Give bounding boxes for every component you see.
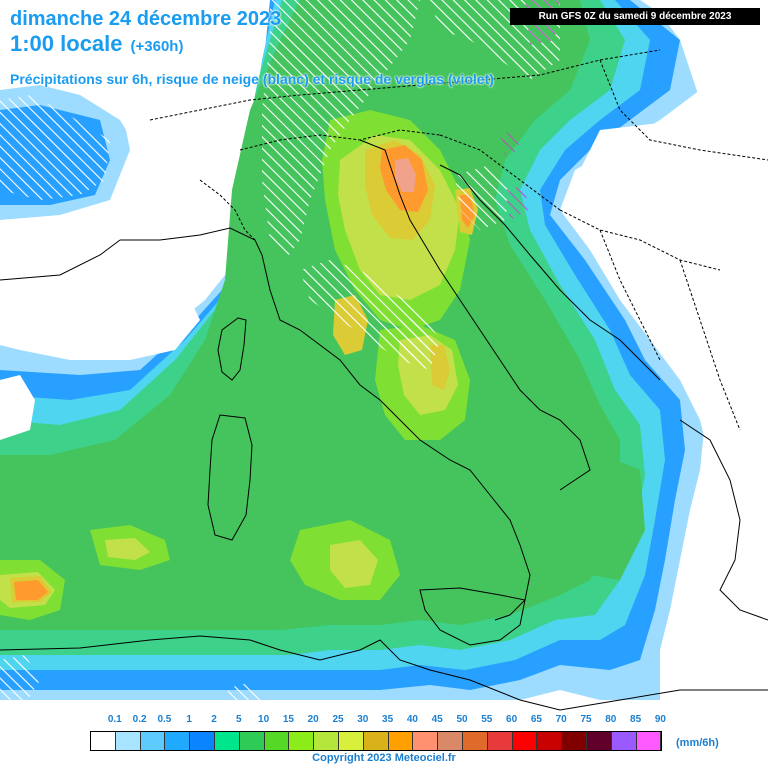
legend-tick-label: 90	[654, 714, 666, 725]
legend-swatch	[115, 732, 141, 750]
border-north	[149, 49, 661, 121]
snow-hatch-central	[395, 318, 432, 360]
dry-zone-sw-blob	[0, 375, 35, 440]
copyright-notice: Copyright 2023 Meteociel.fr	[312, 752, 456, 764]
ice-hatch-balkans	[505, 185, 528, 220]
legend-swatch	[512, 732, 538, 750]
dry-zone-ne	[650, 0, 768, 110]
legend-tick-label: 25	[332, 714, 344, 725]
legend-tick-label: 15	[282, 714, 294, 725]
precip-zone-green-east	[585, 450, 645, 580]
legend-swatch	[338, 732, 364, 750]
map-subtitle: Précipitations sur 6h, risque de neige (…	[10, 71, 494, 87]
italy-west-coast	[120, 227, 531, 621]
model-run-banner: Run GFS 0Z du samedi 9 décembre 2023	[510, 8, 760, 25]
border-ne	[599, 59, 768, 161]
precip-zone-salmon-core	[395, 158, 416, 192]
legend-tick-label: 85	[630, 714, 642, 725]
legend-swatch	[314, 732, 339, 750]
sardinia	[207, 414, 253, 541]
coastlines-and-borders	[0, 49, 768, 711]
legend-tick-label: 60	[506, 714, 518, 725]
legend-tick-label: 45	[431, 714, 443, 725]
border-balkans-2	[559, 209, 721, 271]
precip-zone-green	[0, 0, 620, 630]
greece-coast	[679, 419, 768, 621]
border-balkans-4	[679, 259, 741, 431]
legend-tick-label: 0.5	[157, 714, 172, 725]
legend-swatch	[586, 732, 612, 750]
legend-tick-label: 0.1	[107, 714, 122, 725]
corsica	[217, 317, 247, 381]
legend-tick-label: 30	[357, 714, 369, 725]
legend-tick-label: 20	[307, 714, 319, 725]
legend-tick-label: 35	[382, 714, 394, 725]
legend-swatch	[438, 732, 463, 750]
italy-east-coast	[359, 139, 591, 491]
legend-swatch	[91, 732, 116, 750]
legend-swatch	[462, 732, 488, 750]
legend-swatch	[611, 732, 637, 750]
legend-unit: (mm/6h)	[676, 737, 719, 749]
snow-hatch-alps	[262, 0, 420, 260]
forecast-date: dimanche 24 décembre 2023	[10, 8, 282, 30]
legend-tick-label: 2	[211, 714, 217, 725]
snow-hatch-west	[0, 95, 110, 200]
legend-swatch	[239, 732, 265, 750]
sicily	[419, 587, 526, 646]
legend-tick-label: 10	[258, 714, 270, 725]
legend-swatch	[363, 732, 389, 750]
legend-tick-label: 70	[555, 714, 567, 725]
forecast-lead-time: (+360h)	[130, 38, 184, 55]
border-balkans-1	[439, 134, 561, 211]
border-alps	[239, 129, 441, 151]
legend-tick-label: 80	[605, 714, 617, 725]
legend-swatch	[264, 732, 290, 750]
ice-hatch-n	[500, 130, 520, 155]
legend-swatch	[537, 732, 563, 750]
dry-zone-nw	[0, 0, 262, 170]
dry-zone-se	[660, 620, 768, 700]
snow-hatch-sw	[0, 655, 40, 705]
precip-zone-yellow-green-3	[330, 540, 378, 588]
legend-tick-label: 50	[456, 714, 468, 725]
legend-swatch	[289, 732, 315, 750]
legend-tick-label: 55	[481, 714, 493, 725]
legend-swatch	[165, 732, 191, 750]
legend-swatch	[413, 732, 439, 750]
border-balkans-3	[599, 229, 661, 361]
legend-swatch	[636, 732, 662, 750]
legend-swatch	[140, 732, 166, 750]
forecast-time-label: 1:00 locale	[10, 31, 123, 56]
legend-swatch	[190, 732, 215, 750]
snow-hatch-s	[228, 682, 262, 712]
forecast-time: 1:00 locale (+360h)	[10, 31, 183, 57]
legend-tick-label: 0.2	[132, 714, 147, 725]
legend-colorbar	[90, 731, 663, 751]
legend-swatch	[214, 732, 240, 750]
precip-zone-yellow-3	[430, 345, 450, 390]
legend-tick-label: 40	[406, 714, 418, 725]
dry-zone-west	[0, 235, 200, 360]
legend-tick-label: 75	[580, 714, 592, 725]
legend-swatch	[562, 732, 587, 750]
legend-swatch	[487, 732, 513, 750]
legend-tick-label: 1	[186, 714, 192, 725]
precip-zone-orange-west	[14, 580, 48, 600]
legend-tick-label: 65	[530, 714, 542, 725]
precip-zone-yellow-green-4	[105, 538, 150, 560]
snow-hatch-balkans	[455, 165, 510, 230]
legend-swatch	[388, 732, 414, 750]
north-africa-coast	[0, 635, 768, 711]
legend-tick-label: 5	[236, 714, 242, 725]
dry-zone-east	[575, 110, 768, 620]
france-coast	[0, 239, 121, 281]
border-france-italy	[199, 179, 256, 241]
adriatic-east-coast	[439, 164, 661, 381]
